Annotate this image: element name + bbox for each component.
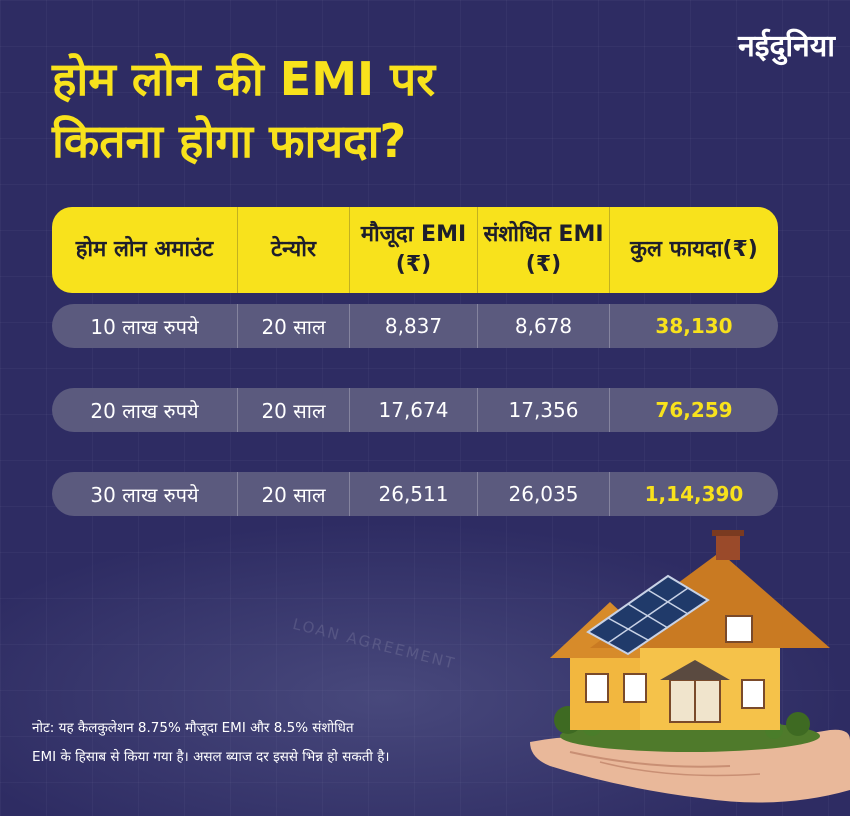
header-tenure: टेन्योर (238, 207, 350, 293)
cell-current-emi: 26,511 (350, 472, 478, 516)
cell-amount: 10 लाख रुपये (52, 304, 238, 348)
cell-current-emi: 8,837 (350, 304, 478, 348)
cell-current-emi: 17,674 (350, 388, 478, 432)
header-current-emi: मौजूदा EMI (₹) (350, 207, 478, 293)
cell-revised-emi: 17,356 (478, 388, 610, 432)
headline-line-2: कितना होगा फायदा? (52, 114, 407, 168)
table-row: 30 लाख रुपये 20 साल 26,511 26,035 1,14,3… (52, 472, 778, 516)
cell-benefit: 76,259 (655, 398, 733, 422)
cell-revised-emi: 26,035 (478, 472, 610, 516)
house-on-hand-illustration (530, 530, 850, 816)
cell-benefit: 1,14,390 (644, 482, 744, 506)
cell-tenure: 20 साल (238, 304, 350, 348)
footnote: नोट: यह कैलकुलेशन 8.75% मौजूदा EMI और 8.… (32, 714, 552, 772)
cell-tenure: 20 साल (238, 472, 350, 516)
table-row: 20 लाख रुपये 20 साल 17,674 17,356 76,259 (52, 388, 778, 432)
footnote-line-1: नोट: यह कैलकुलेशन 8.75% मौजूदा EMI और 8.… (32, 720, 354, 736)
footnote-line-2: EMI के हिसाब से किया गया है। असल ब्याज द… (32, 749, 390, 765)
header-revised-emi: संशोधित EMI (₹) (478, 207, 610, 293)
cell-amount: 30 लाख रुपये (52, 472, 238, 516)
cell-revised-emi: 8,678 (478, 304, 610, 348)
table-header: होम लोन अमाउंट टेन्योर मौजूदा EMI (₹) सं… (52, 207, 778, 293)
headline-line-1: होम लोन की EMI पर (52, 52, 436, 106)
header-loan-amount: होम लोन अमाउंट (52, 207, 238, 293)
cell-tenure: 20 साल (238, 388, 350, 432)
header-total-benefit: कुल फायदा(₹) (630, 237, 758, 262)
cell-amount: 20 लाख रुपये (52, 388, 238, 432)
headline: होम लोन की EMI पर कितना होगा फायदा? (52, 48, 672, 172)
cell-benefit: 38,130 (655, 314, 733, 338)
table-row: 10 लाख रुपये 20 साल 8,837 8,678 38,130 (52, 304, 778, 348)
brand-logo: नईदुनिया (738, 29, 835, 64)
